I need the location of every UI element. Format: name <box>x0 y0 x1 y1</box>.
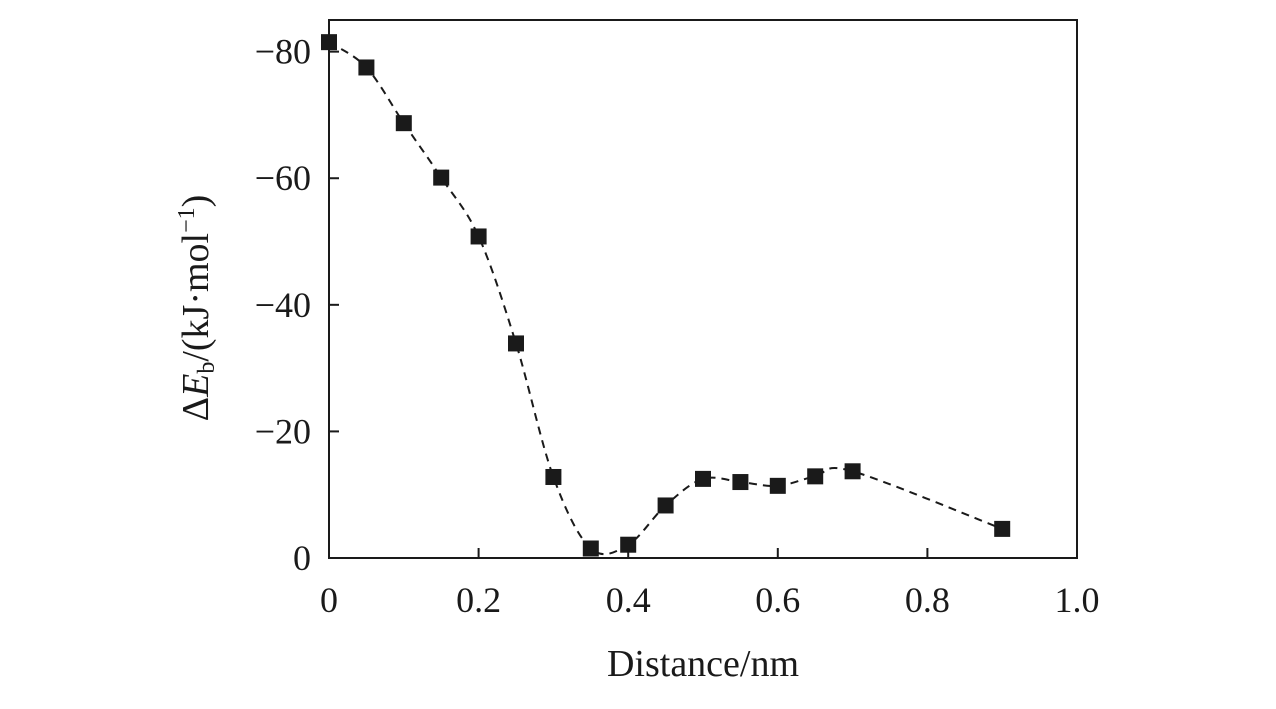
data-point-marker <box>620 536 637 553</box>
data-point-marker <box>732 474 749 491</box>
data-point-marker <box>433 169 450 186</box>
x-tick-label: 1.0 <box>1055 580 1100 620</box>
y-axis-title-delta: Δ <box>175 397 217 421</box>
x-tick-label: 0 <box>320 580 338 620</box>
series-layer <box>321 34 1011 557</box>
data-point-marker <box>321 34 337 51</box>
data-point-marker <box>844 463 861 480</box>
x-axis-title: Distance/nm <box>607 643 799 685</box>
data-point-marker <box>470 228 487 245</box>
plot-area: 0 0.2 0.4 0.6 0.8 1.0 0 −20 −40 −60 −80 <box>255 19 1100 620</box>
y-axis-ticks: 0 −20 −40 −60 −80 <box>255 32 339 578</box>
data-point-marker <box>695 470 711 487</box>
data-point-marker <box>994 520 1011 537</box>
y-tick-label: −80 <box>255 32 311 72</box>
x-axis-ticks: 0 0.2 0.4 0.6 0.8 1.0 <box>320 548 1100 620</box>
data-point-marker <box>807 468 824 485</box>
y-axis-title-unit: /(kJ·mol <box>175 233 217 362</box>
y-axis-title-group: ΔEb/(kJ·mol−1) <box>174 195 220 422</box>
data-point-marker <box>582 540 599 557</box>
y-tick-label: −60 <box>255 158 311 198</box>
data-point-marker <box>395 115 412 132</box>
y-axis-title-close: ) <box>175 195 217 208</box>
x-tick-label: 0.8 <box>905 580 950 620</box>
data-point-marker <box>769 477 786 494</box>
data-point-marker <box>508 335 524 352</box>
y-tick-label: −20 <box>255 411 311 451</box>
x-tick-label: 0.2 <box>456 580 501 620</box>
data-point-marker <box>358 59 375 76</box>
x-tick-label: 0.4 <box>606 580 651 620</box>
plot-frame <box>328 19 1078 559</box>
x-tick-label: 0.6 <box>755 580 800 620</box>
data-point-marker <box>657 497 674 514</box>
y-tick-label: 0 <box>293 538 311 578</box>
data-point-marker <box>545 468 562 485</box>
y-tick-label: −40 <box>255 285 311 325</box>
series-0-line <box>328 41 1003 556</box>
y-axis-title-symbol: E <box>175 374 217 398</box>
y-axis-title-subscript: b <box>194 362 220 374</box>
y-axis-title: ΔEb/(kJ·mol−1) <box>174 195 220 422</box>
y-axis-title-superscript: −1 <box>174 207 200 233</box>
